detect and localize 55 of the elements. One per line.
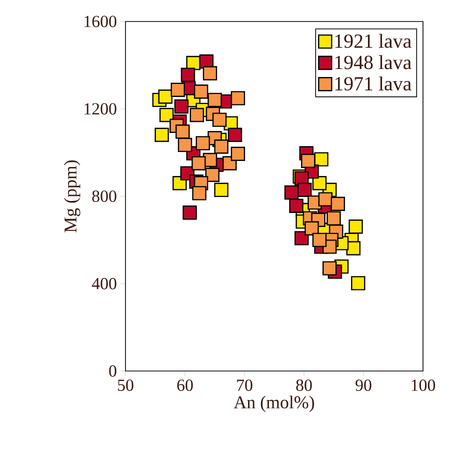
point <box>208 92 222 108</box>
y-tick-label: 400 <box>92 278 116 290</box>
point <box>194 84 208 99</box>
point <box>351 276 366 290</box>
x-tick-label: 90 <box>356 380 372 391</box>
point <box>214 140 228 154</box>
point <box>174 99 189 114</box>
point <box>304 221 319 236</box>
legend-label: 1921 lava <box>335 34 412 48</box>
point <box>294 231 309 246</box>
point <box>154 128 169 142</box>
point <box>202 66 218 80</box>
point <box>230 91 246 106</box>
x-tick-label: 60 <box>177 380 193 391</box>
point <box>192 156 206 170</box>
point <box>301 154 316 168</box>
y-axis-title: Mg (ppm) <box>64 160 80 232</box>
point <box>205 168 220 182</box>
point <box>214 182 228 198</box>
point <box>182 206 197 220</box>
point <box>180 68 196 82</box>
y-tick-label: 1200 <box>84 103 116 115</box>
x-tick-label: 70 <box>237 380 252 391</box>
point <box>312 232 327 248</box>
point <box>348 220 363 234</box>
point <box>192 186 206 200</box>
point <box>190 108 204 122</box>
legend-label: 1971 lava <box>335 76 412 90</box>
point <box>230 146 246 161</box>
y-tick-label: 800 <box>92 190 116 202</box>
y-tick-label: 0 <box>109 365 116 377</box>
point <box>159 108 174 122</box>
point <box>346 241 360 256</box>
x-tick-label: 100 <box>412 380 436 391</box>
point <box>176 124 190 139</box>
point <box>314 152 328 166</box>
point <box>312 176 327 190</box>
point <box>318 192 333 206</box>
point <box>170 82 185 97</box>
point <box>298 182 312 198</box>
x-tick-label: 80 <box>296 380 312 391</box>
y-tick-label: 1600 <box>84 16 116 28</box>
x-axis-title: An (mol%) <box>234 396 314 412</box>
point <box>196 136 210 150</box>
legend-label: 1948 lava <box>335 55 412 70</box>
point <box>330 196 346 211</box>
point <box>284 185 299 200</box>
point <box>178 138 192 152</box>
point <box>212 112 227 127</box>
point <box>289 198 304 213</box>
point <box>326 211 341 226</box>
point <box>228 128 242 142</box>
x-tick-label: 50 <box>118 380 134 391</box>
point <box>322 261 337 276</box>
point <box>158 90 172 104</box>
